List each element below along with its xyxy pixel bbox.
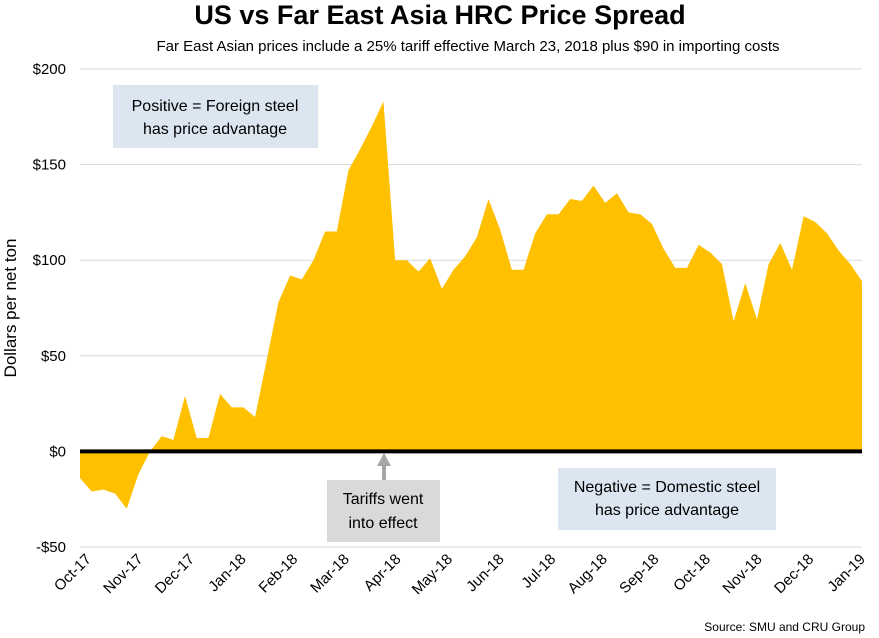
tariff-note-box bbox=[327, 480, 440, 542]
positive-note-line-1: Positive = Foreign steel bbox=[132, 98, 299, 115]
tariff-arrow-head bbox=[377, 453, 391, 466]
negative-note-line-2: has price advantage bbox=[595, 502, 739, 519]
x-tick-label: Feb-18 bbox=[256, 551, 302, 597]
y-tick-label: $0 bbox=[49, 443, 66, 460]
negative-note-box bbox=[558, 468, 776, 530]
y-axis-label: Dollars per net ton bbox=[1, 239, 20, 378]
x-tick-label: Jan-19 bbox=[824, 551, 868, 595]
tariff-note: Tariffs went into effect bbox=[327, 453, 440, 542]
x-tick-label: Jan-18 bbox=[205, 551, 249, 595]
y-tick-label: -$50 bbox=[36, 539, 66, 556]
x-tick-label: Dec-17 bbox=[152, 551, 198, 597]
y-tick-label: $200 bbox=[33, 61, 66, 78]
x-tick-label: Mar-18 bbox=[307, 551, 353, 597]
positive-note: Positive = Foreign steel has price advan… bbox=[113, 85, 318, 148]
y-tick-label: $50 bbox=[41, 348, 66, 365]
tariff-note-line-2: into effect bbox=[348, 515, 418, 532]
chart-subtitle: Far East Asian prices include a 25% tari… bbox=[156, 38, 779, 55]
x-tick-label: Jul-18 bbox=[518, 551, 559, 592]
x-tick-label: Oct-17 bbox=[51, 551, 95, 595]
chart-title: US vs Far East Asia HRC Price Spread bbox=[194, 0, 685, 30]
x-tick-label: Dec-18 bbox=[771, 551, 817, 597]
positive-note-box bbox=[113, 85, 318, 148]
negative-note-line-1: Negative = Domestic steel bbox=[574, 479, 760, 496]
x-tick-label: Jun-18 bbox=[463, 551, 507, 595]
y-tick-label: $150 bbox=[33, 157, 66, 174]
positive-note-line-2: has price advantage bbox=[143, 121, 287, 138]
source-note: Source: SMU and CRU Group bbox=[704, 620, 865, 634]
spread-area bbox=[80, 101, 862, 509]
y-axis-ticks: $200 $150 $100 $50 $0 -$50 bbox=[33, 61, 66, 556]
x-tick-label: Nov-17 bbox=[100, 551, 146, 597]
x-tick-label: Oct-18 bbox=[670, 551, 714, 595]
x-tick-label: Sep-18 bbox=[616, 551, 662, 597]
tariff-note-line-1: Tariffs went bbox=[343, 491, 424, 508]
x-tick-label: Nov-18 bbox=[719, 551, 765, 597]
x-axis-ticks: Oct-17 Nov-17 Dec-17 Jan-18 Feb-18 Mar-18 Apr-… bbox=[51, 551, 869, 598]
x-tick-label: Apr-18 bbox=[361, 551, 405, 595]
x-tick-label: May-18 bbox=[409, 551, 456, 598]
x-tick-label: Aug-18 bbox=[565, 551, 611, 597]
negative-note: Negative = Domestic steel has price adva… bbox=[558, 468, 776, 530]
y-tick-label: $100 bbox=[33, 252, 66, 269]
